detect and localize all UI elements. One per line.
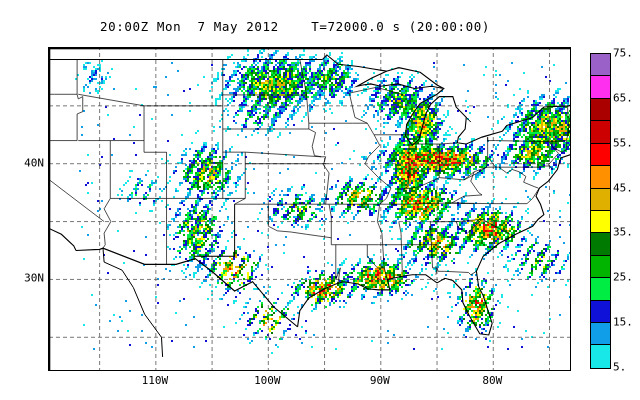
x-tick-label: 110W [141, 374, 169, 387]
colorbar-tick-label: 45. [613, 181, 633, 195]
colorbar-tick-label: 55. [613, 136, 633, 150]
colorbar-tick-label: 65. [613, 91, 633, 105]
map-geography-layer [49, 48, 570, 370]
colorbar-segment [591, 188, 610, 211]
colorbar-segment [591, 278, 610, 301]
y-tick-label: 30N [24, 271, 44, 285]
x-tick-label: 90W [369, 374, 390, 387]
colorbar-tick-label: 5. [613, 360, 627, 374]
colorbar-segment [591, 76, 610, 99]
y-tick-label: 40N [24, 156, 44, 170]
colorbar-segment [591, 166, 610, 189]
colorbar-segment [591, 255, 610, 279]
x-tick-label: 100W [254, 374, 281, 387]
colorbar-segment [591, 233, 610, 256]
colorbar-segment [591, 98, 610, 122]
colorbar-segment [591, 300, 610, 324]
colorbar-segment [591, 345, 610, 368]
colorbar-segment [591, 143, 610, 167]
colorbar-segment [591, 210, 610, 234]
colorbar-segment [591, 54, 610, 77]
colorbar-tick-label: 25. [613, 270, 633, 284]
colorbar-tick-label: 75. [613, 46, 633, 60]
map-panel [48, 47, 571, 371]
colorbar-tick-label: 15. [613, 315, 633, 329]
colorbar-segment [591, 121, 610, 144]
colorbar-tick-label: 35. [613, 225, 633, 239]
x-tick-label: 80W [482, 374, 503, 387]
colorbar-segment [591, 323, 610, 346]
colorbar [590, 53, 611, 369]
plot-title: 20:00Z Mon 7 May 2012 T=72000.0 s (20:00… [99, 19, 491, 34]
